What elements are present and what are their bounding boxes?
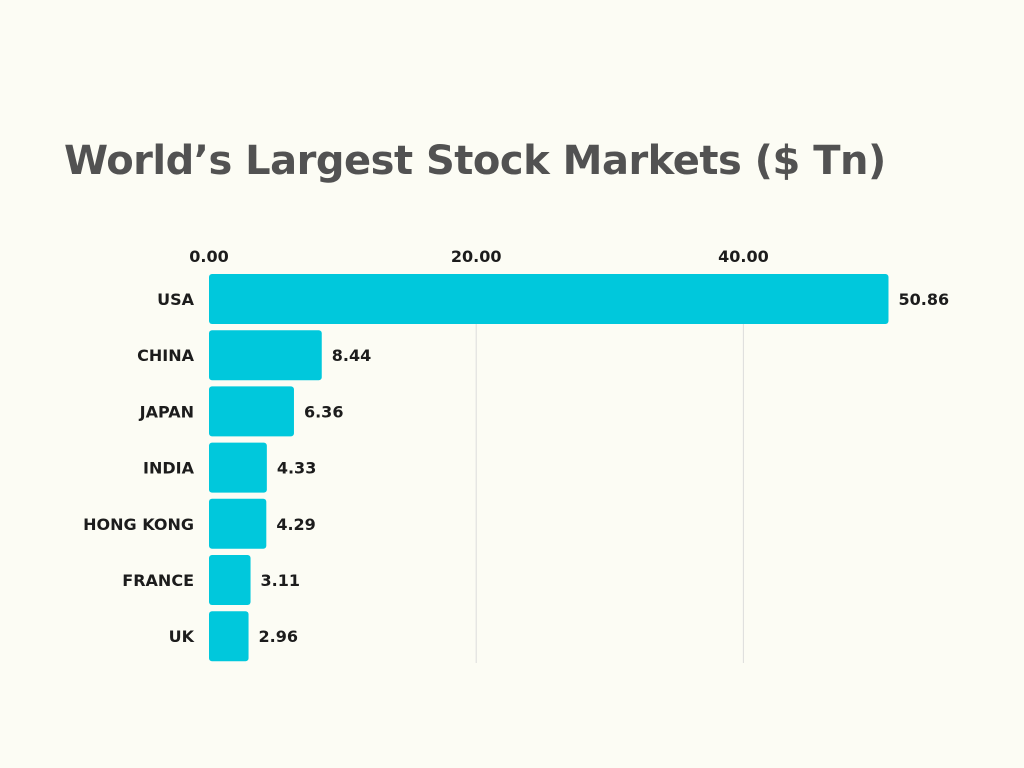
bar-india [209,442,267,493]
x-axis-tick-labels: 0.00 20.00 40.00 [189,247,768,266]
bar-japan [209,386,294,437]
category-label: INDIA [143,459,195,478]
data-label: 50.86 [898,290,949,309]
category-label: JAPAN [139,402,194,421]
gridlines [475,274,744,663]
bar-france [209,555,251,605]
data-label: 8.44 [332,346,371,365]
data-label: 4.33 [277,459,316,478]
category-label: HONG KONG [83,515,194,534]
x-tick-label: 20.00 [451,247,502,266]
data-label: 2.96 [259,627,298,646]
category-label: UK [169,627,195,646]
data-label: 6.36 [304,402,343,421]
x-tick-label: 0.00 [189,247,228,266]
category-labels: USA CHINA JAPAN INDIA HONG KONG FRANCE UK [83,290,195,646]
bar-usa [209,274,889,324]
x-tick-label: 40.00 [718,247,769,266]
bar-uk [209,611,249,662]
bar-china [209,330,322,381]
category-label: FRANCE [122,571,194,590]
chart-title: World’s Largest Stock Markets ($ Tn) [64,138,886,184]
data-labels: 50.86 8.44 6.36 4.33 4.29 3.11 2.96 [259,290,950,646]
category-label: CHINA [137,346,194,365]
category-label: USA [157,290,195,309]
data-label: 4.29 [276,515,315,534]
data-label: 3.11 [261,571,300,590]
bar-hong-kong [209,498,267,549]
bars [209,274,889,662]
